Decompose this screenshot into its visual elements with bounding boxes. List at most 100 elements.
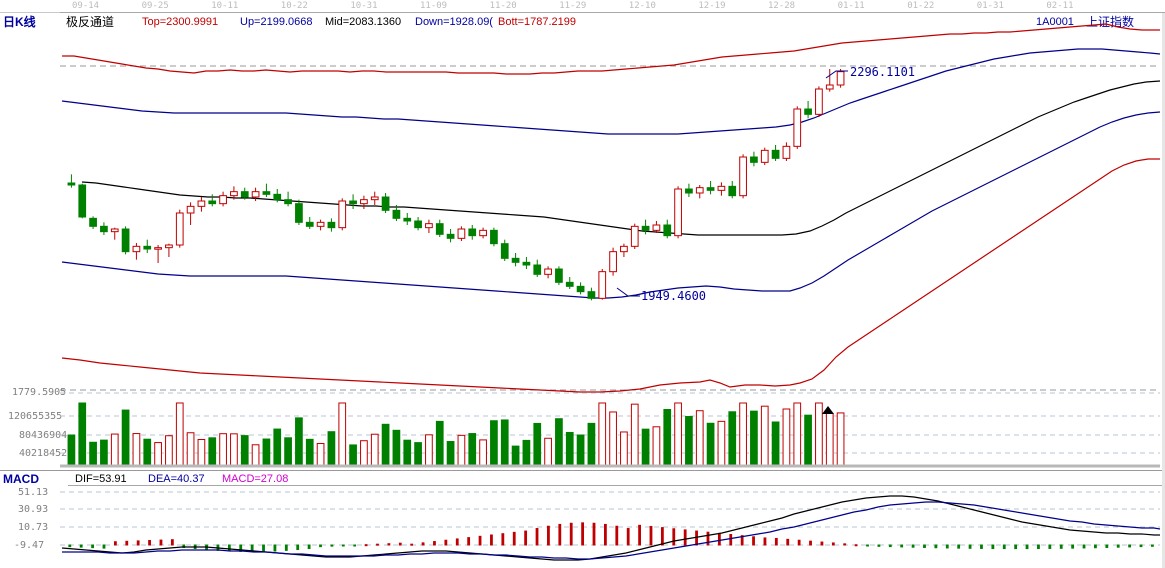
volume-bar <box>251 444 260 466</box>
volume-bar <box>511 445 520 466</box>
candle-body <box>717 185 726 191</box>
candle-body <box>490 229 498 245</box>
candle-body <box>565 281 574 287</box>
macd-hist-bar <box>319 544 322 548</box>
volume-bar <box>490 420 498 466</box>
macd-hist-bar <box>945 544 949 549</box>
macd-hist-bar <box>866 544 869 547</box>
volume-bar <box>815 402 823 466</box>
macd-hist-bar <box>717 532 721 546</box>
volume-bar <box>295 417 303 466</box>
volume-bar <box>186 432 195 466</box>
macd-hist-bar <box>490 534 493 546</box>
macd-hist-bar <box>341 544 345 547</box>
candle-body <box>305 221 314 227</box>
macd-hist-bar <box>307 544 311 550</box>
candle-body <box>587 291 596 299</box>
low-price-label: 1949.4600 <box>641 289 707 303</box>
macd-hist-bar <box>763 537 767 546</box>
volume-bar <box>641 428 650 466</box>
macd-hist-bar <box>911 544 915 548</box>
macd-hist-bar <box>410 543 414 546</box>
volume-bar <box>121 409 130 466</box>
candle-body <box>555 268 563 283</box>
volume-bar <box>717 420 726 466</box>
macd-hist-bar <box>569 522 573 546</box>
macd-hist-bar <box>1059 544 1063 549</box>
candle-body <box>630 225 639 247</box>
macd-hist-bar <box>1094 544 1097 549</box>
macd-hist-bar <box>159 539 163 546</box>
date-axis: 09-14 09-25 10-11 10-22 10-31 11-09 11-20 11-29… <box>0 0 1165 13</box>
volume-bar <box>425 434 433 466</box>
macd-hist-bar <box>262 544 265 552</box>
macd-title[interactable]: MACD <box>3 472 39 486</box>
macd-histogram <box>68 522 1154 553</box>
macd-hist-bar <box>660 527 664 546</box>
macd-hist-bar <box>615 525 619 546</box>
volume-bar <box>327 431 336 466</box>
date-tick: 09-25 <box>141 1 169 11</box>
candle-body <box>143 245 152 250</box>
volume-plot <box>60 392 1160 468</box>
volume-bar <box>457 434 466 466</box>
volume-bar <box>587 422 596 466</box>
macd-hist-bar <box>227 544 231 552</box>
candle-body <box>706 187 715 191</box>
candle-body <box>360 199 368 205</box>
macd-hist-bar <box>353 544 357 547</box>
macd-panel[interactable]: MACD DIF=53.91 DEA=40.37 MACD=27.08 51.1… <box>0 470 1165 568</box>
candle-body <box>110 228 119 233</box>
macd-hist-bar <box>888 544 892 548</box>
volume-bar <box>132 433 141 466</box>
axis-rule-left <box>0 12 60 13</box>
period-label[interactable]: 日K线 <box>3 15 36 29</box>
volume-bar <box>620 431 628 466</box>
macd-hist-bar <box>706 531 710 546</box>
candle-body <box>674 188 682 237</box>
volume-panel[interactable]: 1779.5905 120655355 80436904 40218452 <box>0 383 1165 470</box>
macd-hist-bar <box>1139 544 1143 548</box>
volume-bar <box>555 418 563 466</box>
macd-hist-bar <box>957 544 961 549</box>
symbol-code[interactable]: 1A0001 <box>1036 16 1074 28</box>
volume-bar <box>500 419 509 466</box>
candle-body <box>446 233 455 239</box>
candle-body <box>295 203 303 223</box>
volume-bar <box>685 416 693 466</box>
volume-bar <box>804 414 812 466</box>
volume-bar <box>305 438 314 466</box>
macd-hist-bar <box>786 538 790 546</box>
volume-bar <box>197 439 206 466</box>
volume-bar <box>598 402 607 466</box>
indicator-name[interactable]: 极反通道 <box>66 15 115 29</box>
candle-body <box>750 156 758 163</box>
macd-hist-bar <box>125 540 129 546</box>
candle-body <box>338 200 347 229</box>
price-axis-bottom-label: 1779.5905 <box>12 387 67 398</box>
macd-hist-bar <box>364 544 368 547</box>
right-scrollbar-edge[interactable] <box>1162 13 1165 568</box>
price-panel[interactable]: 2296.1101 1949.4600 <box>0 13 1165 470</box>
macd-hist-bar <box>524 530 528 546</box>
candle-body <box>620 245 628 253</box>
volume-bar <box>609 411 617 466</box>
macd-hist-bar <box>774 537 778 546</box>
candle-body <box>836 71 845 86</box>
date-tick: 10-11 <box>211 1 239 11</box>
candle-body <box>186 205 195 214</box>
candle-body <box>609 251 617 273</box>
volume-bar <box>446 441 455 466</box>
macd-hist-bar <box>467 537 471 546</box>
macd-axis-label-2: 30.93 <box>18 504 49 515</box>
volume-bar <box>381 423 390 466</box>
macd-dif-readout: DIF=53.91 <box>75 473 127 485</box>
volume-bar <box>825 412 834 466</box>
macd-hist-bar <box>626 528 630 546</box>
candle-body <box>273 193 282 201</box>
candle-body <box>782 145 791 159</box>
volume-bar <box>78 402 87 466</box>
volume-bar <box>750 410 758 466</box>
volume-axis-label-3: 40218452 <box>19 448 68 459</box>
volume-bar <box>522 439 531 466</box>
